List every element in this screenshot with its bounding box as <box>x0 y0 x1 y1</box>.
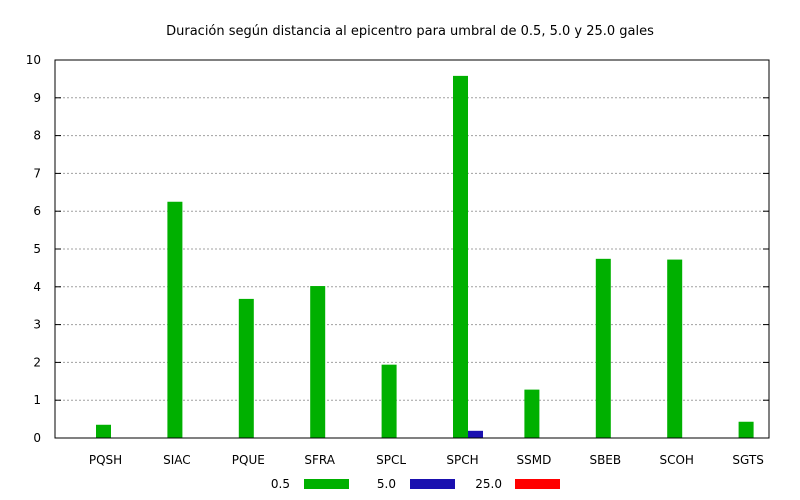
y-tick-label: 4 <box>33 280 41 294</box>
x-tick-label: SPCL <box>376 453 406 467</box>
y-tick-label: 1 <box>33 393 41 407</box>
x-tick-label: PQUE <box>232 453 265 467</box>
x-tick-label: SBEB <box>589 453 621 467</box>
y-tick-label: 10 <box>26 53 41 67</box>
bars <box>96 75 754 438</box>
chart-title: Duración según distancia al epicentro pa… <box>166 24 654 39</box>
y-tick-label: 5 <box>33 242 41 256</box>
x-tick-label: SPCH <box>446 453 478 467</box>
y-tick-label: 7 <box>33 166 41 180</box>
bar-siac-0_5 <box>167 201 183 438</box>
legend-label: 5.0 <box>377 477 396 491</box>
x-tick-label: SGTS <box>732 453 763 467</box>
y-tick-label: 0 <box>33 431 41 445</box>
y-tick-label: 9 <box>33 91 41 105</box>
grid-lines <box>55 97 769 401</box>
bar-ssmd-0_5 <box>524 389 540 438</box>
legend-swatch <box>410 479 455 489</box>
y-tick-label: 8 <box>33 129 41 143</box>
bar-sgts-0_5 <box>738 421 754 438</box>
x-tick-label: SSMD <box>516 453 551 467</box>
y-tick-label: 6 <box>33 204 41 218</box>
x-tick-label: SIAC <box>163 453 191 467</box>
y-tick-label: 3 <box>33 318 41 332</box>
bar-pque-0_5 <box>238 298 254 438</box>
y-tick-label: 2 <box>33 355 41 369</box>
plot-frame <box>54 59 770 439</box>
x-tick-label: SFRA <box>304 453 335 467</box>
x-tick-label: SCOH <box>659 453 693 467</box>
legend-swatch <box>304 479 349 489</box>
bar-sfra-0_5 <box>310 286 326 438</box>
bar-sbeb-0_5 <box>595 258 611 438</box>
bar-spch-5_0 <box>468 430 483 438</box>
bar-spch-0_5 <box>453 75 468 438</box>
legend-swatch <box>515 479 560 489</box>
bar-pqsh-0_5 <box>96 424 111 438</box>
bar-scoh-0_5 <box>667 259 683 438</box>
x-tick-label: PQSH <box>89 453 122 467</box>
legend-label: 0.5 <box>271 477 290 491</box>
axes: 0 1 2 3 4 5 6 7 8 9 10 PQSH SIAC PQUE SFRA SPCL SPCH SSMD… <box>26 53 770 467</box>
bar-spcl-0_5 <box>381 364 397 438</box>
legend: 0.5 5.0 25.0 <box>271 477 560 491</box>
legend-label: 25.0 <box>475 477 502 491</box>
